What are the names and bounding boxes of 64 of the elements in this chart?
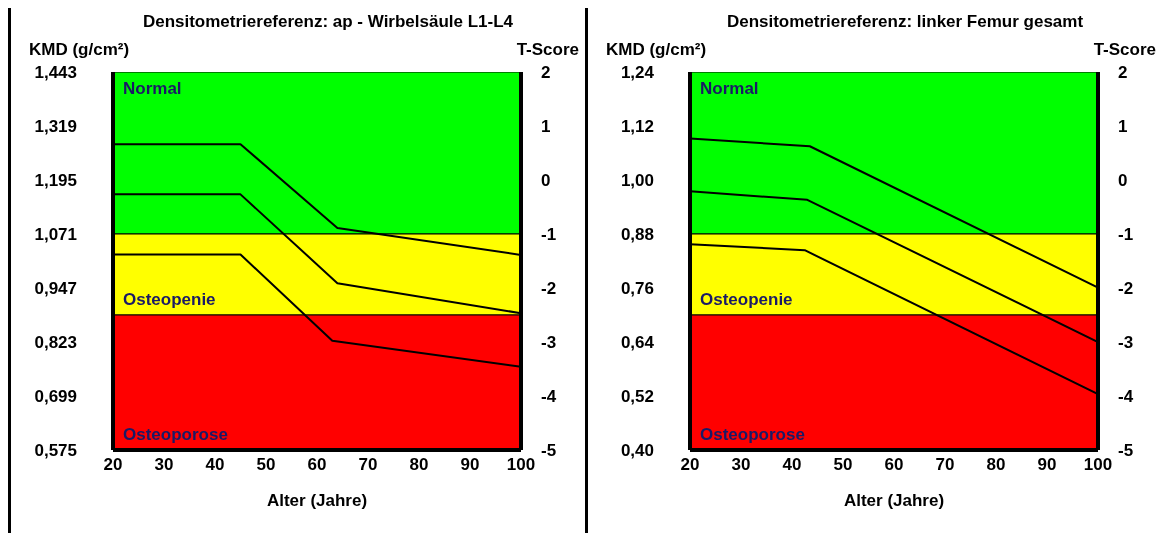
y2-tick-label: 1 [541, 117, 551, 137]
band-label: Normal [700, 79, 759, 99]
y-tick-label: 0,40 [620, 441, 654, 461]
y2-tick-label: 2 [1118, 63, 1128, 83]
y2-tick-label: -4 [1118, 387, 1134, 407]
y2-tick-label: 1 [1118, 117, 1128, 137]
y-tick-label: 1,195 [34, 171, 77, 191]
y2-axis-title: T-Score [1093, 40, 1156, 60]
chart-title: Densitometriereferenz: ap - Wirbelsäule L1-L4 [141, 12, 515, 32]
y-axis-title: KMD (g/cm²) [606, 40, 707, 60]
y-tick-label: 1,00 [620, 171, 654, 191]
y-tick-label: 0,52 [620, 387, 654, 407]
band-label: Normal [123, 79, 182, 99]
y2-axis-title: T-Score [516, 40, 579, 60]
y2-tick-label: -3 [541, 333, 557, 353]
y2-tick-label: -2 [541, 279, 557, 299]
x-tick-label: 30 [731, 455, 751, 475]
x-tick-label: 100 [1083, 455, 1113, 475]
y2-tick-label: 0 [1118, 171, 1128, 191]
band-label: Osteopenie [123, 290, 216, 309]
band-label: Osteoporose [700, 425, 805, 444]
x-tick-label: 20 [680, 455, 700, 475]
y2-tick-label: 0 [541, 171, 551, 191]
x-axis-title: Alter (Jahre) [266, 491, 368, 510]
x-tick-label: 60 [884, 455, 904, 475]
y2-tick-label: 2 [541, 63, 551, 83]
y-tick-label: 0,575 [34, 441, 77, 461]
x-tick-label: 20 [103, 455, 123, 475]
y-tick-label: 1,319 [34, 117, 77, 137]
y-tick-label: 1,12 [620, 117, 654, 137]
x-axis-title: Alter (Jahre) [843, 491, 945, 510]
x-tick-label: 90 [460, 455, 480, 475]
band-label: Osteoporose [123, 425, 228, 444]
y-tick-label: 0,64 [620, 333, 655, 353]
x-tick-label: 50 [833, 455, 853, 475]
x-tick-label: 70 [358, 455, 378, 475]
y2-tick-label: -1 [541, 225, 557, 245]
y2-tick-label: -1 [1118, 225, 1134, 245]
y-tick-label: 0,947 [34, 279, 77, 299]
y-tick-label: 0,823 [34, 333, 77, 353]
y2-tick-label: -4 [541, 387, 557, 407]
y-tick-label: 0,76 [620, 279, 654, 299]
x-tick-label: 30 [154, 455, 174, 475]
y-tick-label: 0,88 [620, 225, 654, 245]
x-tick-label: 60 [307, 455, 327, 475]
y-tick-label: 1,24 [620, 63, 655, 83]
x-tick-label: 50 [256, 455, 276, 475]
y2-tick-label: -5 [1118, 441, 1134, 461]
chart-title: Densitometriereferenz: linker Femur gesamt [725, 12, 1085, 32]
x-tick-label: 40 [782, 455, 802, 475]
y2-tick-label: -3 [1118, 333, 1134, 353]
x-tick-label: 70 [935, 455, 955, 475]
x-tick-label: 80 [409, 455, 429, 475]
x-tick-label: 40 [205, 455, 225, 475]
y-tick-label: 0,699 [34, 387, 77, 407]
x-tick-label: 80 [986, 455, 1006, 475]
y2-tick-label: -5 [541, 441, 557, 461]
y-axis-title: KMD (g/cm²) [29, 40, 130, 60]
band-label: Osteopenie [700, 290, 793, 309]
x-tick-label: 100 [506, 455, 536, 475]
y2-tick-label: -2 [1118, 279, 1134, 299]
y-tick-label: 1,443 [34, 63, 77, 83]
x-tick-label: 90 [1037, 455, 1057, 475]
y-tick-label: 1,071 [34, 225, 77, 245]
